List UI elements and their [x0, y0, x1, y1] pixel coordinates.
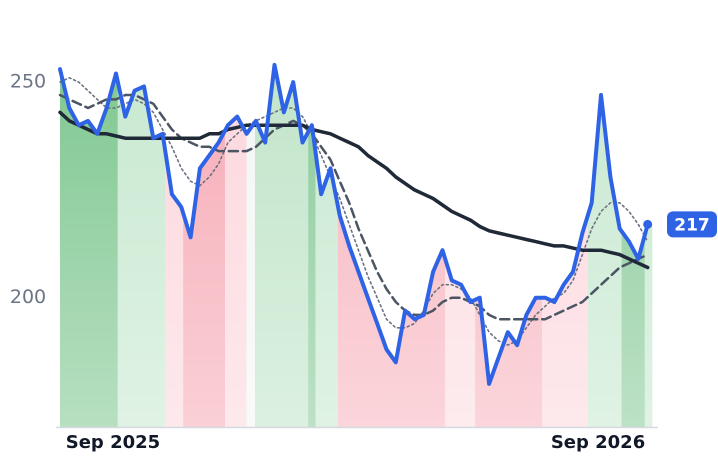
fade-overlay	[60, 39, 657, 427]
labels: 200 250 Sep 2025 Sep 2026 217	[10, 71, 717, 453]
lines	[58, 62, 650, 386]
x-tick-label: Sep 2026	[551, 432, 645, 453]
y-tick-label: 250	[10, 71, 46, 93]
last-point	[643, 219, 653, 229]
price-badge	[667, 211, 717, 238]
series-line	[58, 62, 650, 386]
series-line	[58, 93, 649, 321]
price-badge-label: 217	[674, 215, 710, 235]
y-tick-label: 200	[10, 286, 46, 308]
x-tick-label: Sep 2025	[66, 432, 160, 453]
